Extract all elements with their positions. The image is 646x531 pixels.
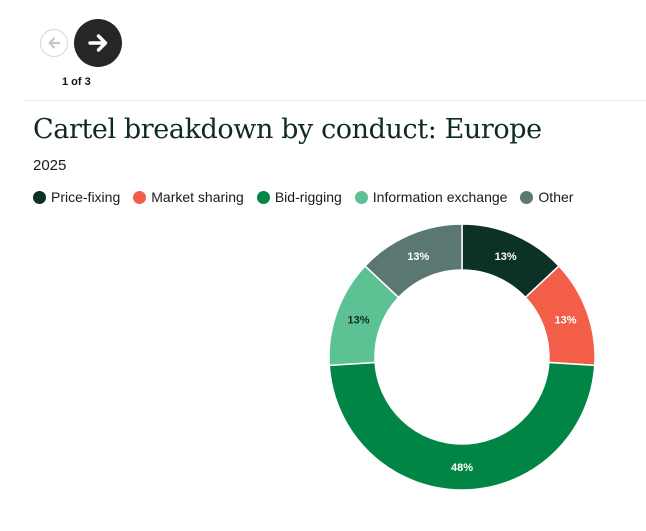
legend-swatch bbox=[133, 190, 147, 204]
arrow-right-icon bbox=[88, 34, 108, 52]
legend-label: Price-fixing bbox=[51, 189, 121, 205]
slice-value-label: 13% bbox=[554, 315, 576, 327]
legend-swatch bbox=[33, 190, 46, 204]
legend-swatch bbox=[256, 190, 270, 204]
legend-label: Bid-rigging bbox=[274, 189, 342, 205]
slice-value-label: 13% bbox=[347, 315, 369, 327]
arrow-left-icon bbox=[48, 37, 61, 49]
divider bbox=[24, 100, 646, 101]
legend-item[interactable]: Other bbox=[520, 189, 573, 205]
legend-label: Market sharing bbox=[151, 189, 244, 205]
legend-item[interactable]: Bid-rigging bbox=[256, 189, 342, 205]
donut-slice[interactable] bbox=[328, 361, 596, 491]
legend-swatch bbox=[354, 190, 368, 204]
chart-subtitle: 2025 bbox=[33, 157, 67, 174]
legend-label: Other bbox=[538, 189, 574, 205]
previous-button[interactable] bbox=[40, 29, 68, 57]
next-button[interactable] bbox=[74, 19, 122, 67]
slice-value-label: 13% bbox=[407, 251, 429, 263]
legend-label: Information exchange bbox=[372, 189, 508, 205]
legend-swatch bbox=[520, 190, 534, 204]
chart-title: Cartel breakdown by conduct: Europe bbox=[33, 114, 542, 145]
donut-slice[interactable] bbox=[363, 223, 463, 299]
legend-item[interactable]: Price-fixing bbox=[33, 189, 120, 205]
slide-counter: 1 of 3 bbox=[62, 76, 91, 88]
legend-item[interactable]: Market sharing bbox=[133, 189, 244, 205]
chart-legend: Price-fixing Market sharing Bid-rigging Inf… bbox=[33, 189, 586, 205]
slice-value-label: 13% bbox=[495, 251, 517, 263]
legend-item[interactable]: Information exchange bbox=[354, 189, 508, 205]
slice-value-label: 48% bbox=[451, 462, 473, 474]
